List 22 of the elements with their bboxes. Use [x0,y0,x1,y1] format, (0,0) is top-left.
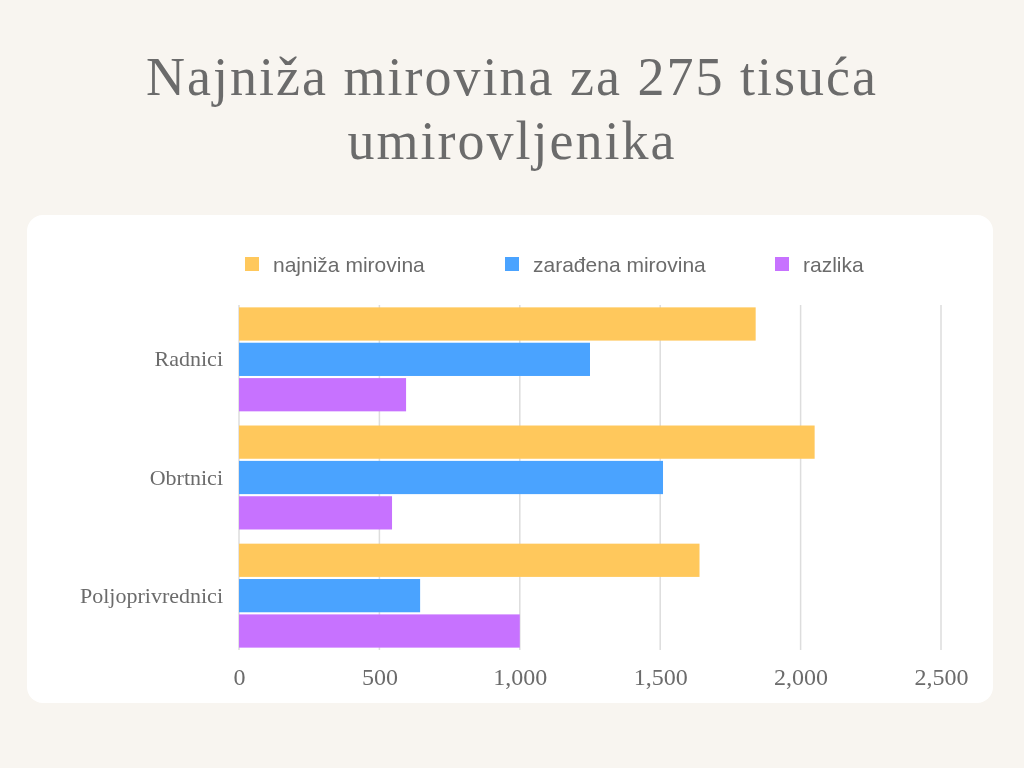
x-tick-label: 2,500 [914,664,969,691]
x-tick-label: 2,000 [774,664,829,691]
x-tick-label: 1,500 [633,664,688,691]
bar [239,307,756,341]
y-tick-label: Radnici [154,346,223,372]
bar [239,579,421,613]
y-tick-label: Poljoprivrednici [80,582,223,608]
bar [239,342,590,376]
bar [239,460,664,495]
bar [239,378,407,412]
bar [239,496,393,530]
y-tick-label: Obrtnici [149,464,223,490]
x-tick-label: 500 [361,664,398,691]
bar [239,614,520,648]
legend-label: zarađena mirovina [533,253,707,276]
x-tick-label: 0 [233,664,246,691]
x-tick-label: 1,000 [493,664,548,691]
legend-label: najniža mirovina [273,253,426,276]
chart-title: Najniža mirovina za 275 tisuća umirovljenika [146,47,878,171]
bar [239,425,815,459]
bar [239,543,700,577]
legend-label: razlika [803,253,864,276]
